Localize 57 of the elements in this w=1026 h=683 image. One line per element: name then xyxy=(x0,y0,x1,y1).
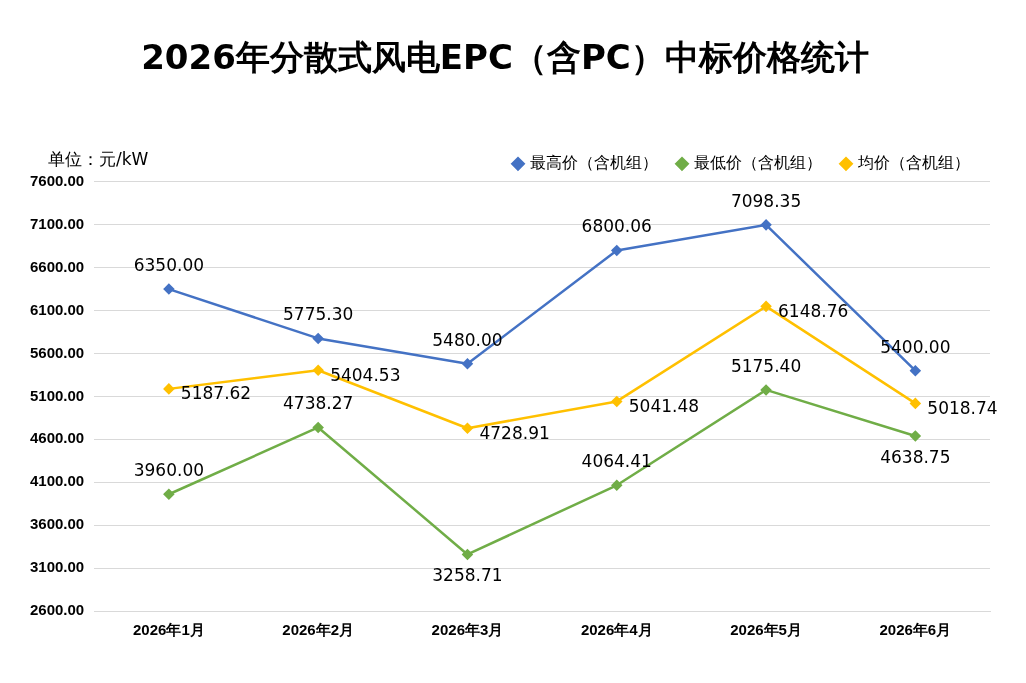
x-tick-label: 2026年2月 xyxy=(282,621,355,639)
x-tick-label: 2026年6月 xyxy=(879,621,952,639)
legend-label: 最高价（含机组） xyxy=(530,152,658,172)
x-tick-label: 2026年4月 xyxy=(580,621,653,639)
data-label: 5187.62 xyxy=(180,383,252,404)
y-tick-label: 3600.00 xyxy=(29,515,85,533)
point xyxy=(910,430,921,442)
point xyxy=(462,549,473,560)
point xyxy=(611,245,623,256)
point xyxy=(760,384,772,396)
data-label: 6350.00 xyxy=(133,255,205,276)
y-tick-label: 6100.00 xyxy=(29,300,85,318)
data-label: 7098.35 xyxy=(730,190,802,211)
point xyxy=(760,301,772,312)
text: 单位：元/kW xyxy=(48,148,149,171)
y-tick-label: 5100.00 xyxy=(29,386,85,404)
data-label: 5018.74 xyxy=(927,397,998,418)
y-tick-label: 7600.00 xyxy=(29,171,85,189)
point xyxy=(910,398,921,409)
data-label: 5175.40 xyxy=(730,355,802,376)
point xyxy=(910,365,921,376)
x-tick-label: 2026年1月 xyxy=(133,621,205,639)
point xyxy=(163,383,175,395)
y-tick-label: 3100.00 xyxy=(29,558,85,576)
data-label: 6148.76 xyxy=(778,300,849,321)
data-label: 4738.27 xyxy=(283,393,354,414)
point xyxy=(312,333,324,344)
data-label: 4638.75 xyxy=(880,446,951,467)
data-label: 4064.41 xyxy=(581,451,652,472)
data-label: 3258.71 xyxy=(432,565,503,586)
x-tick-label: 2026年5月 xyxy=(730,621,802,639)
data-label: 3960.00 xyxy=(133,460,205,481)
point xyxy=(163,283,175,295)
point xyxy=(611,396,623,407)
data-label: 5404.53 xyxy=(330,364,401,385)
y-tick-label: 7100.00 xyxy=(29,214,85,232)
x-tick-label: 2026年3月 xyxy=(431,621,504,639)
point xyxy=(462,423,473,434)
y-tick-label: 4100.00 xyxy=(29,472,85,490)
point xyxy=(462,358,473,370)
point xyxy=(760,219,772,231)
data-label: 4728.91 xyxy=(479,422,550,443)
point xyxy=(312,422,324,433)
point xyxy=(611,480,623,491)
data-label: 6800.06 xyxy=(581,216,652,237)
point xyxy=(163,489,175,500)
y-tick-label: 2600.00 xyxy=(29,601,85,619)
legend-label: 均价（含机组） xyxy=(857,152,970,172)
data-label: 5775.30 xyxy=(283,304,354,325)
y-tick-label: 4600.00 xyxy=(29,429,85,447)
y-tick-label: 5600.00 xyxy=(29,343,85,361)
legend-label: 最低价（含机组） xyxy=(694,152,822,172)
chart-title: 2026年分散式风电EPC（含PC）中标价格统计 xyxy=(141,37,869,78)
y-tick-label: 6600.00 xyxy=(29,257,85,275)
data-label: 5041.48 xyxy=(628,395,700,416)
point xyxy=(312,365,324,376)
data-label: 5480.00 xyxy=(432,329,503,350)
